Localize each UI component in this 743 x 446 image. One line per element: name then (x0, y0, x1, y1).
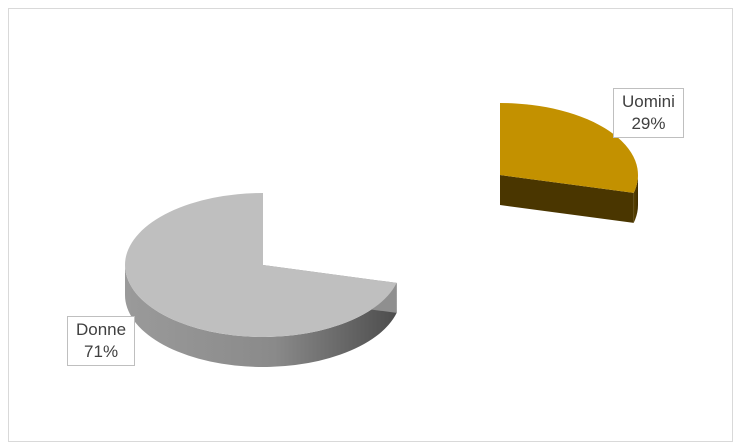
slice-name-donne: Donne (76, 320, 127, 339)
slice-label-donne: Donne 71% (67, 316, 136, 366)
slice-percent-uomini: 29% (631, 114, 666, 133)
pie-slice-uomini-cut (500, 175, 634, 223)
pie-slice-uomini-side (633, 175, 638, 223)
pie-slice-uomini (500, 103, 638, 193)
pie-slice-donne (125, 193, 397, 338)
slice-name-uomini: Uomini (622, 92, 675, 111)
slice-percent-donne: 71% (84, 342, 119, 361)
slice-label-uomini: Uomini 29% (613, 88, 684, 138)
pie-slice-donne-side (125, 265, 397, 367)
chart-frame (8, 8, 733, 442)
